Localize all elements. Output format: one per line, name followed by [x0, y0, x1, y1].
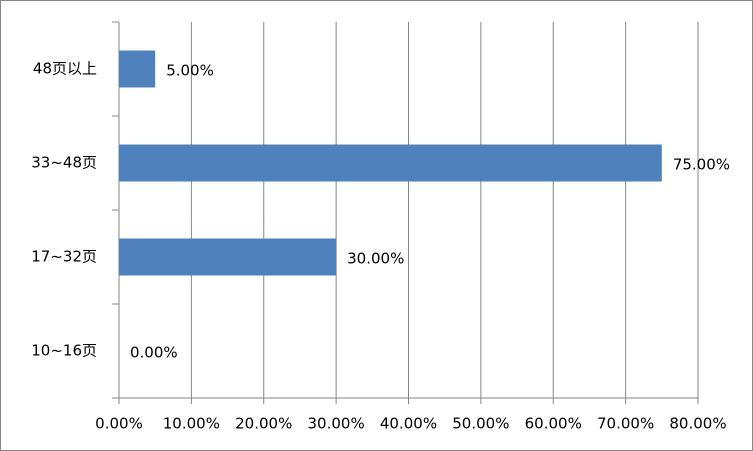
x-tick-label: 0.00%	[95, 415, 143, 433]
x-tick-label: 10.00%	[163, 415, 220, 433]
x-tick-label: 60.00%	[525, 415, 582, 433]
y-tick-label: 17~32页	[31, 248, 97, 266]
y-tick-label: 48页以上	[33, 60, 97, 78]
value-label: 0.00%	[130, 344, 178, 362]
value-label: 5.00%	[166, 62, 214, 80]
y-tick-label: 33~48页	[31, 154, 97, 172]
x-tick-label: 50.00%	[452, 415, 509, 433]
y-tick-label: 10~16页	[31, 342, 97, 360]
x-tick-label: 70.00%	[597, 415, 654, 433]
value-label: 75.00%	[673, 156, 730, 174]
bar	[119, 50, 156, 88]
value-label: 30.00%	[347, 250, 404, 268]
bar	[119, 144, 662, 182]
x-tick-label: 30.00%	[308, 415, 365, 433]
bar	[119, 238, 337, 276]
x-tick-label: 80.00%	[669, 415, 726, 433]
x-tick-label: 40.00%	[380, 415, 437, 433]
x-tick-label: 20.00%	[235, 415, 292, 433]
